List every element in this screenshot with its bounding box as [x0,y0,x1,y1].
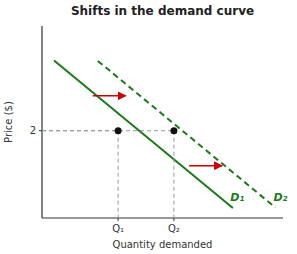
y-tick [39,130,42,131]
x-tick-label: Q₁ [112,223,124,234]
reference-line [118,131,119,218]
point [115,127,122,134]
demand-line [55,61,233,208]
y-axis-label: Price ($) [3,101,14,143]
x-axis-label: Quantity demanded [113,239,213,250]
shift-arrow [93,95,126,97]
chart: Shifts in the demand curve Q₁ Q₂ 2 Quantity … [0,0,297,254]
reference-line [173,131,174,218]
title: Shifts in the demand curve [71,4,254,18]
plot-area [42,61,275,218]
x-tick [118,218,119,221]
x-axis [42,217,283,218]
point [170,127,177,134]
series-label: D₁ [230,191,244,204]
x-tick [173,218,174,221]
series-label: D₂ [273,191,287,204]
y-axis [41,26,42,218]
y-tick-label: 2 [30,125,36,136]
shift-arrow [189,165,222,167]
x-tick-label: Q₂ [168,223,180,234]
labels: D₁ D₂ [230,191,287,204]
demand-line [98,61,276,208]
reference-line [42,130,174,131]
